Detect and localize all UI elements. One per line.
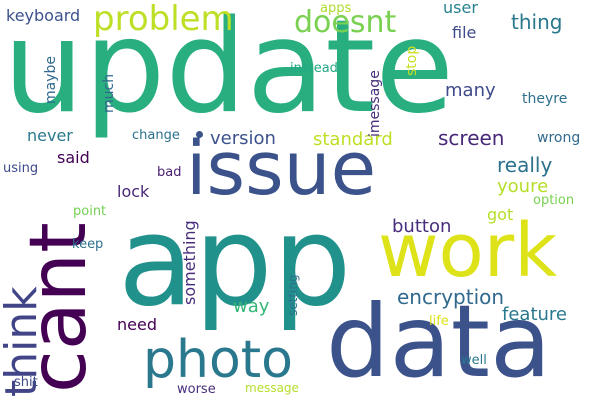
word-shit: shit <box>14 375 38 390</box>
word-point: point <box>73 204 107 219</box>
word-instead: instead <box>290 61 338 76</box>
word-imessage: imessage <box>367 70 383 137</box>
word-got: got <box>487 205 514 224</box>
word-way: way <box>233 296 270 317</box>
word-well: well <box>461 353 487 368</box>
word-thing: thing <box>511 10 563 34</box>
word-lock: lock <box>117 182 150 201</box>
word-screen: screen <box>438 126 505 150</box>
word-user: user <box>443 0 478 17</box>
word-problem: problem <box>93 0 234 39</box>
word-never: never <box>27 126 73 145</box>
word-stop: stop <box>404 45 420 76</box>
word-said: said <box>57 148 90 167</box>
word-doesnt: doesnt <box>294 5 397 40</box>
word-feature: feature <box>502 304 567 325</box>
word-option: option <box>533 193 575 208</box>
word-button: button <box>392 216 452 237</box>
word-wrong: wrong <box>537 130 581 146</box>
word-need: need <box>117 315 157 334</box>
word-something: something <box>180 220 199 305</box>
word-keep: keep <box>72 237 104 252</box>
word-photo: photo <box>143 330 293 390</box>
word-data: data <box>326 283 552 400</box>
word-version: version <box>210 128 276 149</box>
word-change: change <box>132 128 180 143</box>
word-message: message <box>245 381 299 395</box>
word-file: file <box>452 23 477 42</box>
word-encryption: encryption <box>397 285 505 309</box>
dot-mark <box>196 131 203 138</box>
word-maybe: maybe <box>43 55 59 104</box>
word-much: much <box>101 73 117 113</box>
word-theyre: theyre <box>522 91 568 107</box>
word-youre: youre <box>497 176 549 197</box>
word-bad: bad <box>157 165 182 180</box>
word-setting: setting <box>286 274 300 316</box>
word-life: life <box>429 314 449 329</box>
word-worse: worse <box>177 382 216 397</box>
word-app: app <box>118 190 352 334</box>
word-issue: issue <box>186 126 377 212</box>
word-work: work <box>378 208 558 294</box>
word-update: update <box>3 0 454 142</box>
word-standard: standard <box>313 129 393 150</box>
word-apps: apps <box>320 1 352 16</box>
word-really: really <box>497 153 553 177</box>
word-many: many <box>445 80 496 101</box>
word-keyboard: keyboard <box>6 6 81 25</box>
word-using: using <box>3 161 39 176</box>
